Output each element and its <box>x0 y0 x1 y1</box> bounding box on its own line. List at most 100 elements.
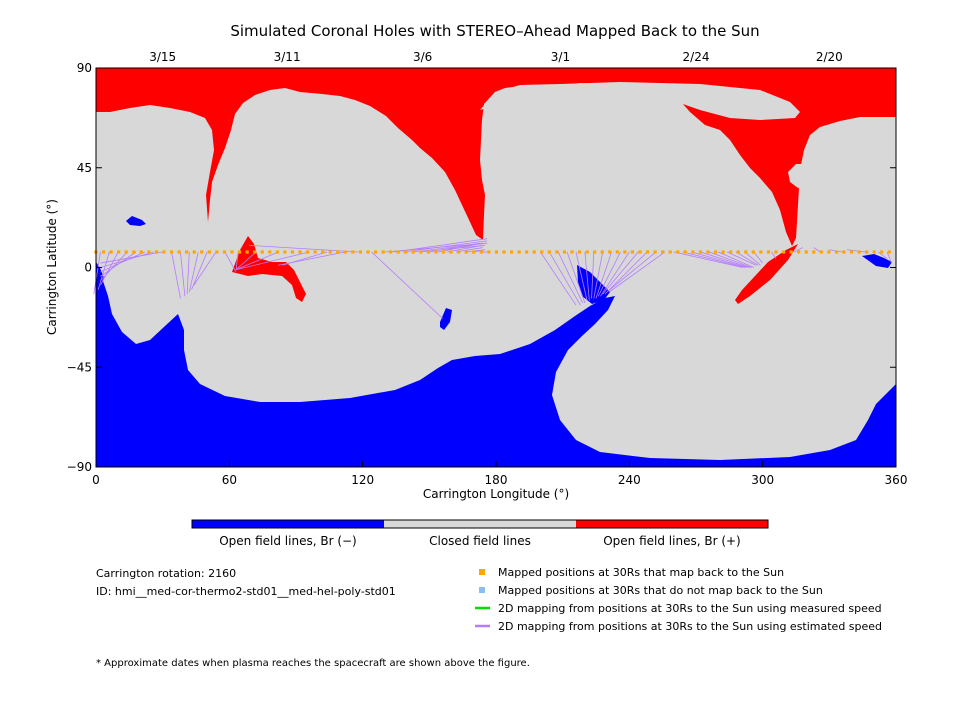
x-tick-label: 300 <box>751 473 774 487</box>
mapped-point <box>494 250 499 254</box>
mapped-point <box>449 250 453 254</box>
mapped-point <box>706 250 710 254</box>
x-axis: 0 60 120 180 240 300 360 <box>92 461 907 487</box>
x-tick-label: 180 <box>485 473 508 487</box>
mapping-line <box>278 251 345 266</box>
mapping-line <box>682 251 745 268</box>
mapping-line <box>100 251 146 273</box>
mapped-point <box>162 250 166 254</box>
mapped-point <box>124 250 128 254</box>
mapping-line <box>193 251 217 286</box>
mapped-point <box>872 250 876 254</box>
x-tick-label: 120 <box>351 473 374 487</box>
blue-hole-patch-1 <box>126 216 146 226</box>
mapped-point <box>404 250 408 254</box>
mapped-point <box>759 250 763 254</box>
mapped-point <box>305 250 310 254</box>
mapped-point <box>698 250 703 254</box>
mapped-point <box>351 250 355 254</box>
mapping-line <box>886 251 892 264</box>
mapped-point <box>275 250 279 254</box>
mapped-point <box>313 250 317 254</box>
mapping-line <box>793 247 803 253</box>
y-tick-label: 45 <box>77 161 92 175</box>
mapped-point <box>139 250 143 254</box>
mapped-point <box>283 250 287 254</box>
mapping-line <box>171 251 181 299</box>
mapping-line <box>447 244 483 253</box>
mapped-point <box>827 250 831 254</box>
mapped-point <box>101 250 106 254</box>
mapping-line <box>235 251 279 271</box>
top-date-label: 3/11 <box>274 50 301 64</box>
x-tick-label: 360 <box>885 473 908 487</box>
mapping-line <box>584 251 590 301</box>
mapped-point <box>411 250 415 254</box>
mapped-point <box>192 250 196 254</box>
mapped-point <box>222 250 227 254</box>
closed-island-north-b <box>480 82 800 120</box>
mapped-point <box>328 250 332 254</box>
mapped-point <box>585 250 589 254</box>
mapping-line <box>718 251 754 268</box>
mapped-point <box>789 250 793 254</box>
mapped-point <box>117 250 121 254</box>
mapping-line <box>371 251 443 319</box>
mapping-line <box>575 251 588 301</box>
mapped-point <box>426 250 431 254</box>
mapping-line <box>235 251 257 271</box>
mapped-point <box>857 250 861 254</box>
model-id-text: ID: hmi__med-cor-thermo2-std01__med-hel-… <box>96 585 396 598</box>
mapped-point <box>751 250 755 254</box>
x-tick-label: 240 <box>618 473 641 487</box>
mapped-point <box>812 250 816 254</box>
colorbar-segment <box>384 520 576 528</box>
mapped-point <box>185 250 189 254</box>
colorbar-segment <box>576 520 768 528</box>
mapped-point <box>834 250 839 254</box>
mapping-line <box>420 244 485 253</box>
mapping-line <box>604 251 648 295</box>
mapped-point <box>169 250 174 254</box>
mapped-point <box>683 250 687 254</box>
mapped-point <box>600 250 604 254</box>
mapping-line <box>691 251 748 268</box>
mapped-point <box>215 250 219 254</box>
colorbar: Open field lines, Br (−) Closed field lin… <box>191 519 769 548</box>
legend-label: Mapped positions at 30Rs that do not map… <box>498 584 823 597</box>
y-tick-label: 90 <box>77 61 92 75</box>
red-coronal-hole-equatorial <box>232 236 306 302</box>
mapped-point <box>373 250 378 254</box>
mapped-point <box>744 250 748 254</box>
mapping-line <box>609 251 666 293</box>
mapped-point <box>766 250 771 254</box>
mapped-point <box>880 250 884 254</box>
mapped-point <box>517 250 521 254</box>
mapping-line <box>402 240 488 253</box>
top-date-label: 2/24 <box>683 50 710 64</box>
chart-title: Simulated Coronal Holes with STEREO–Ahea… <box>230 22 759 40</box>
carrington-rotation-text: Carrington rotation: 2160 <box>96 567 236 580</box>
mapped-point <box>207 250 211 254</box>
mapped-point <box>615 250 619 254</box>
mapping-line <box>602 251 639 295</box>
blue-hole-patch-2 <box>440 308 452 330</box>
mapping-line <box>429 242 481 253</box>
mapped-point <box>849 250 854 254</box>
mapped-point <box>253 250 257 254</box>
plot-area <box>93 67 897 468</box>
mapped-point <box>721 250 725 254</box>
mapping-line <box>595 251 612 299</box>
y-axis: 90 45 0 −45 −90 <box>67 61 896 474</box>
mapped-point <box>713 250 718 254</box>
blue-coronal-hole-south <box>96 272 896 467</box>
mapped-point <box>676 250 680 254</box>
mapped-point <box>593 250 597 254</box>
mapped-point <box>577 250 582 254</box>
mapped-point <box>396 250 400 254</box>
x-axis-label: Carrington Longitude (°) <box>423 487 569 501</box>
mapping-line <box>606 251 657 293</box>
mapping-line <box>186 251 190 295</box>
mapped-point <box>245 250 249 254</box>
closed-island-north-c <box>788 164 812 188</box>
